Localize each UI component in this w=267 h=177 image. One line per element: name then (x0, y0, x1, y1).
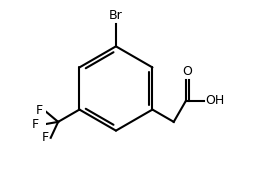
Text: Br: Br (109, 9, 123, 22)
Text: O: O (183, 65, 193, 78)
Text: F: F (42, 131, 49, 144)
Text: F: F (36, 104, 43, 117)
Text: F: F (32, 118, 39, 131)
Text: OH: OH (205, 94, 224, 107)
